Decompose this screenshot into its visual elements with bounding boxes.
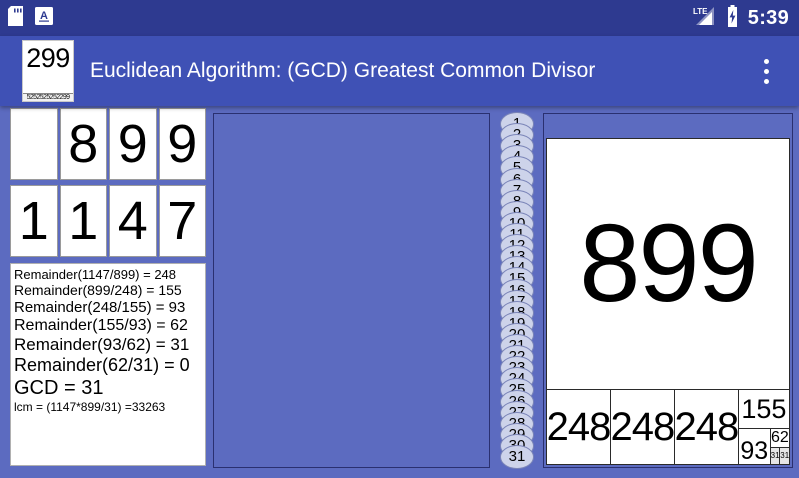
algorithm-steps-panel: Remainder(1147/899) = 248 Remainder(899/2… <box>10 263 206 466</box>
operand-a-digit-2[interactable]: 9 <box>109 108 157 180</box>
sd-card-icon <box>8 5 23 31</box>
status-bar: A LTE 5:39 <box>0 0 799 36</box>
overflow-dot-3 <box>763 78 769 84</box>
decomposition-part-1: 248 <box>547 390 611 464</box>
operand-b-digit-3[interactable]: 7 <box>158 185 206 257</box>
empty-canvas-panel[interactable] <box>213 113 490 468</box>
decomposition-header-band <box>546 116 790 138</box>
lte-signal-icon: LTE <box>691 5 717 32</box>
decomposition-remainder-155: 155 <box>738 390 789 429</box>
app-logo-icon: 299 5252525252299 <box>22 40 74 102</box>
algorithm-step-1: Remainder(899/248) = 155 <box>14 282 182 299</box>
decomposition-gcd-row: 31 31 <box>770 447 789 464</box>
status-bar-right-icons: LTE 5:39 <box>691 4 789 32</box>
algorithm-step-3: Remainder(155/93) = 62 <box>14 316 188 334</box>
algorithm-step-5: Remainder(62/31) = 0 <box>14 355 190 376</box>
operand-b-digit-2[interactable]: 4 <box>109 185 157 257</box>
svg-text:LTE: LTE <box>693 7 708 16</box>
decomposition-whole-value: 899 <box>579 202 759 325</box>
status-bar-left-icons: A <box>8 5 53 31</box>
algorithm-step-6: GCD = 31 <box>14 376 104 399</box>
operand-a-digit-0[interactable] <box>10 108 58 180</box>
operand-a-digit-1[interactable]: 8 <box>59 108 107 180</box>
operand-a-digit-3[interactable]: 9 <box>158 108 206 180</box>
decomposition-remainder-group: 155 93 62 31 31 <box>738 390 789 464</box>
decomposition-remainder-93: 93 <box>739 429 771 464</box>
algorithm-step-2: Remainder(248/155) = 93 <box>14 298 186 316</box>
decomposition-remainder-row: 93 62 31 31 <box>739 429 789 464</box>
overflow-dot-2 <box>763 68 769 74</box>
decomposition-gcd-1: 31 <box>770 448 781 464</box>
keyboard-input-icon: A <box>35 6 53 30</box>
battery-charging-icon <box>726 4 739 32</box>
status-bar-clock: 5:39 <box>747 6 789 29</box>
algorithm-step-0: Remainder(1147/899) = 248 <box>14 267 177 282</box>
algorithm-step-7: lcm = (1147*899/31) =33263 <box>14 400 166 415</box>
operand-b-digit-0[interactable]: 1 <box>10 185 58 257</box>
decomposition-part-3: 248 <box>675 390 739 464</box>
operand-b-digit-1[interactable]: 1 <box>59 185 107 257</box>
decomposition-remainder-62: 62 <box>770 429 789 446</box>
decomposition-part-2: 248 <box>611 390 675 464</box>
overflow-dot-1 <box>763 58 769 64</box>
counter-bubble-31[interactable]: 31 <box>500 445 534 469</box>
algorithm-step-4: Remainder(93/62) = 31 <box>14 335 190 355</box>
decomposition-box: 899 248 248 248 155 93 62 31 <box>546 138 790 465</box>
decomposition-parts-row: 248 248 248 155 93 62 31 31 <box>547 389 789 464</box>
decomposition-gcd-2: 31 <box>780 448 789 464</box>
overflow-menu-icon[interactable] <box>749 47 783 95</box>
svg-text:A: A <box>40 10 48 22</box>
app-logo-strip: 5252525252299 <box>23 93 73 101</box>
counter-bubbles-strip[interactable]: 1234567891011121314151617181920212223242… <box>500 112 534 469</box>
app-toolbar: 299 5252525252299 Euclidean Algorithm: (… <box>0 36 799 106</box>
decomposition-remainder-62-group: 62 31 31 <box>770 429 789 464</box>
decomposition-panel: 899 248 248 248 155 93 62 31 <box>543 113 793 468</box>
app-logo-number: 299 <box>26 43 70 73</box>
page-title: Euclidean Algorithm: (GCD) Greatest Comm… <box>90 59 596 82</box>
